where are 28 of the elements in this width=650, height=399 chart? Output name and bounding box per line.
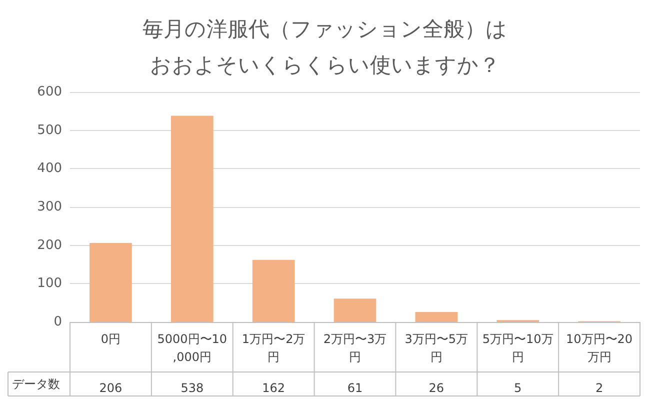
y-tick-label: 100 [37, 276, 62, 292]
x-tick-label: 5万円〜10万円 [482, 332, 554, 364]
x-tick-label: 3万円〜5万円 [404, 332, 468, 364]
bar [90, 243, 132, 322]
y-tick-label: 600 [37, 84, 62, 100]
chart-title: 毎月の洋服代（ファッション全般）はおおよそいくらくらい使いますか？ [142, 17, 508, 77]
data-label: 2 [595, 381, 604, 395]
x-tick-label: 10万円〜20万円 [566, 332, 633, 364]
y-tick-label: 400 [37, 161, 62, 176]
y-tick-label: 0 [54, 314, 62, 330]
bar [415, 312, 458, 322]
data-label: 5 [514, 381, 522, 395]
data-label: 206 [99, 381, 122, 395]
y-tick-label: 200 [37, 238, 62, 253]
x-tick-label: 2万円〜3万円 [323, 332, 387, 364]
x-tick-label: 5000円〜10,000円 [157, 332, 228, 364]
x-tick-label: 0円 [100, 332, 121, 346]
data-label: 61 [347, 381, 363, 395]
data-label: 26 [428, 381, 444, 395]
bar [334, 298, 376, 322]
x-tick-label: 1万円〜2万円 [242, 332, 306, 364]
bar [252, 260, 295, 322]
data-label: 162 [262, 381, 286, 395]
y-tick-label: 500 [37, 122, 62, 138]
bar [170, 116, 214, 322]
data-label: 538 [180, 381, 204, 395]
text: データ数 [12, 377, 60, 391]
y-tick-label: 300 [37, 200, 62, 214]
